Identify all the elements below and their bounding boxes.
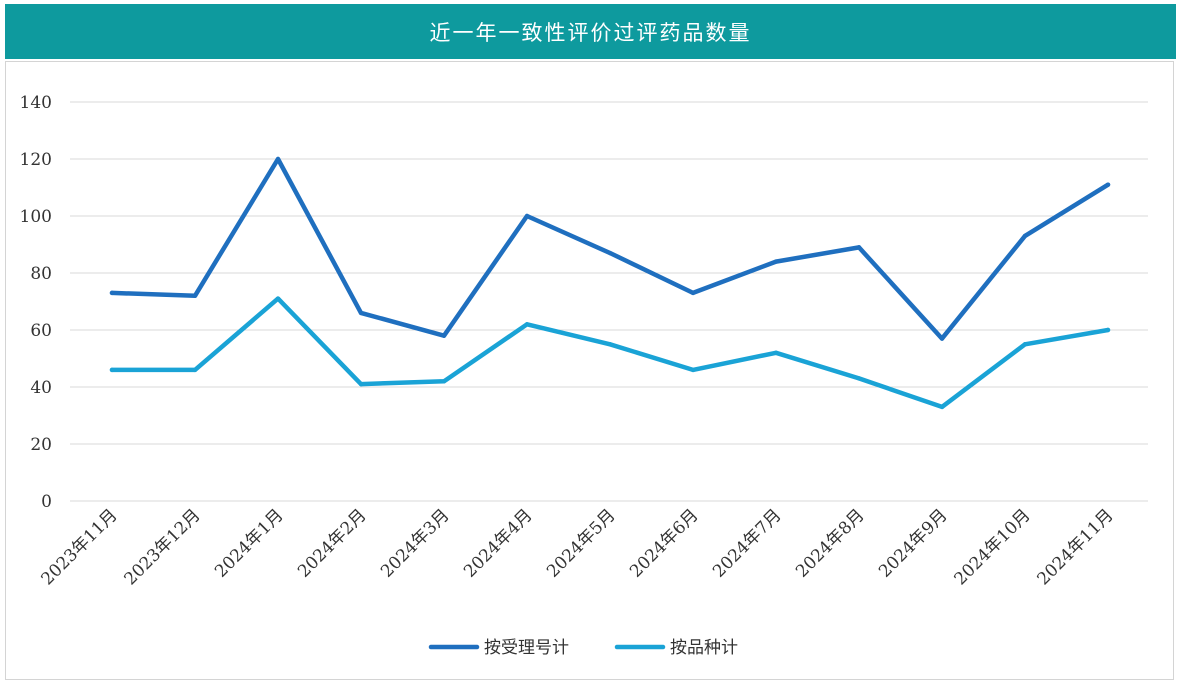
- data-point: [358, 310, 364, 316]
- x-tick-label: 2023年12月: [120, 505, 204, 589]
- data-point: [524, 322, 530, 327]
- chart-panel: [5, 61, 1174, 680]
- y-tick-label: 20: [30, 435, 52, 455]
- grid-lines: [70, 101, 1148, 502]
- x-tick-label: 2024年11月: [1033, 505, 1117, 589]
- y-axis-ticks: 0 20 40 60 80 100 120 140: [20, 93, 52, 512]
- data-point: [773, 350, 779, 355]
- y-tick-label: 120: [20, 150, 52, 170]
- data-point: [358, 381, 364, 387]
- data-point: [690, 367, 696, 373]
- x-tick-label: 2024年6月: [626, 505, 702, 581]
- x-tick-label: 2024年3月: [377, 505, 453, 581]
- y-tick-label: 0: [41, 492, 52, 512]
- data-point: [607, 250, 613, 256]
- data-point: [192, 293, 198, 298]
- y-tick-label: 60: [30, 321, 52, 341]
- x-tick-label: 2024年10月: [950, 505, 1034, 589]
- data-point: [109, 367, 115, 373]
- data-point: [607, 342, 613, 347]
- data-point: [856, 245, 862, 250]
- legend: 按受理号计 按品种计: [428, 638, 738, 658]
- data-point: [773, 259, 779, 264]
- y-tick-label: 100: [20, 207, 52, 227]
- x-tick-label: 2024年5月: [543, 505, 619, 581]
- legend-label-0: 按受理号计: [484, 638, 569, 658]
- x-tick-label: 2024年2月: [294, 505, 370, 581]
- data-point: [1105, 327, 1111, 333]
- x-tick-label: 2024年8月: [792, 505, 868, 581]
- y-tick-label: 40: [30, 378, 52, 398]
- series-lines: [109, 156, 1111, 410]
- y-tick-label: 140: [20, 93, 52, 113]
- data-point: [939, 404, 945, 410]
- legend-label-1: 按品种计: [670, 638, 738, 658]
- x-tick-label: 2024年7月: [709, 505, 785, 581]
- data-point: [1105, 182, 1111, 187]
- data-point: [192, 367, 198, 373]
- data-point: [939, 336, 945, 341]
- data-point: [690, 290, 696, 296]
- x-tick-label: 2024年9月: [875, 505, 951, 581]
- data-point: [856, 376, 862, 381]
- chart-title: 近一年一致性评价过评药品数量: [429, 20, 752, 45]
- x-tick-label: 2023年11月: [37, 505, 121, 589]
- chart-header: 近一年一致性评价过评药品数量: [5, 4, 1176, 59]
- data-point: [109, 290, 115, 296]
- data-point: [275, 296, 281, 301]
- data-point: [441, 379, 447, 384]
- data-point: [524, 213, 530, 219]
- data-point: [441, 333, 447, 338]
- x-tick-label: 2024年1月: [211, 505, 287, 581]
- data-point: [1022, 342, 1028, 347]
- data-point: [275, 156, 281, 162]
- y-tick-label: 80: [30, 264, 52, 284]
- data-point: [1022, 233, 1028, 239]
- x-tick-label: 2024年4月: [460, 505, 536, 581]
